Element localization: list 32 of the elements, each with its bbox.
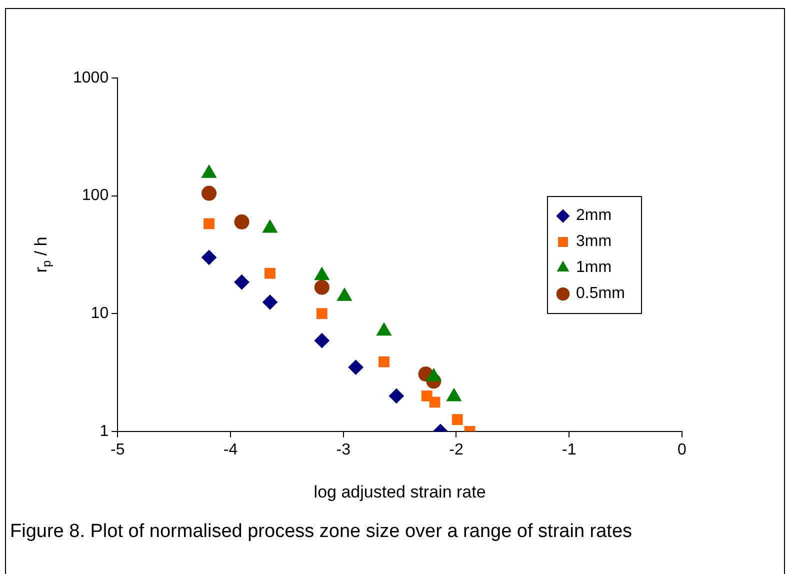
y-tick-label: 1000 [73,69,109,86]
legend-label: 0.5mm [576,284,625,303]
point [452,414,463,426]
point [314,280,330,295]
point [429,396,440,408]
point [262,294,278,310]
legend-label: 1mm [576,258,612,277]
y-tick-label: 100 [82,187,109,204]
point [348,360,364,375]
y-axis-title: rp / h [32,236,54,273]
caption: Figure 8. Plot of normalised process zone size over a range of strain rates [10,520,634,544]
point [202,250,217,265]
point [204,218,214,230]
point [264,268,276,279]
x-tick-label: -3 [336,441,351,458]
legend-label: 3mm [576,232,612,251]
point [314,333,330,348]
point [234,214,250,230]
x-tick-label: -5 [110,441,125,458]
x-tick-label: -4 [223,441,238,458]
x-tick-label: -1 [562,441,576,458]
point [234,274,250,290]
point [378,356,390,368]
point [316,308,328,320]
x-tick-label: 0 [678,441,687,458]
x-tick-label: -2 [449,441,464,458]
x-axis-title: log adjusted strain rate [314,482,486,502]
y-tick-label: 1 [100,422,109,440]
point [388,388,404,404]
y-tick-label: 10 [90,305,109,322]
legend-label: 2mm [576,206,612,225]
point [202,186,217,201]
